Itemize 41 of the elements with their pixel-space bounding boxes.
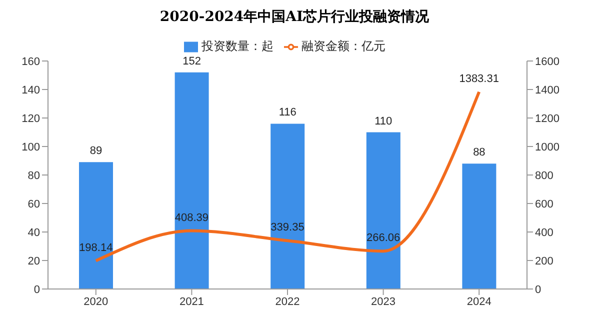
data-label: 266.06 [366,232,400,244]
data-label: 198.14 [79,242,113,254]
y2-tick-label: 1200 [535,112,560,125]
y-tick-label: 160 [22,56,40,68]
data-label: 88 [473,146,486,159]
data-label: 116 [278,106,296,119]
data-label: 152 [182,55,201,68]
x-tick-label: 2024 [466,296,492,308]
y2-tick-label: 1000 [535,141,560,154]
bar [174,72,209,289]
bar [366,132,400,289]
y2-tick-label: 1600 [535,56,560,68]
x-tick-label: 2020 [84,296,108,308]
x-tick-label: 2022 [275,296,300,308]
y-tick-label: 0 [34,284,40,296]
x-tick-label: 2021 [179,296,204,308]
y-tick-label: 120 [22,112,40,125]
bar [270,124,305,289]
data-label: 1383.31 [459,72,499,85]
legend-label: 融资金额：亿元 [302,39,386,53]
y2-tick-label: 200 [535,255,554,268]
y2-tick-label: 1400 [535,84,560,96]
y-tick-label: 60 [28,198,40,210]
legend-label: 投资数量：起 [202,39,274,53]
y-tick-label: 100 [22,141,40,154]
y2-tick-label: 400 [535,226,554,239]
x-tick-label: 2023 [371,296,396,308]
data-label: 339.35 [270,222,304,234]
bar [462,164,496,289]
data-label: 408.39 [174,212,209,224]
y2-tick-label: 0 [535,284,542,296]
y-tick-label: 20 [28,255,40,268]
data-label: 110 [374,115,392,128]
chart-title: 2020-2024年中国AI芯片行业投融资情况 [158,8,430,26]
bar [79,162,113,289]
y-tick-label: 140 [22,84,40,96]
y2-tick-label: 600 [535,198,554,210]
y-tick-label: 80 [28,170,40,182]
data-label: 89 [90,145,102,158]
y2-tick-label: 800 [535,170,554,182]
y-tick-label: 40 [28,226,40,239]
